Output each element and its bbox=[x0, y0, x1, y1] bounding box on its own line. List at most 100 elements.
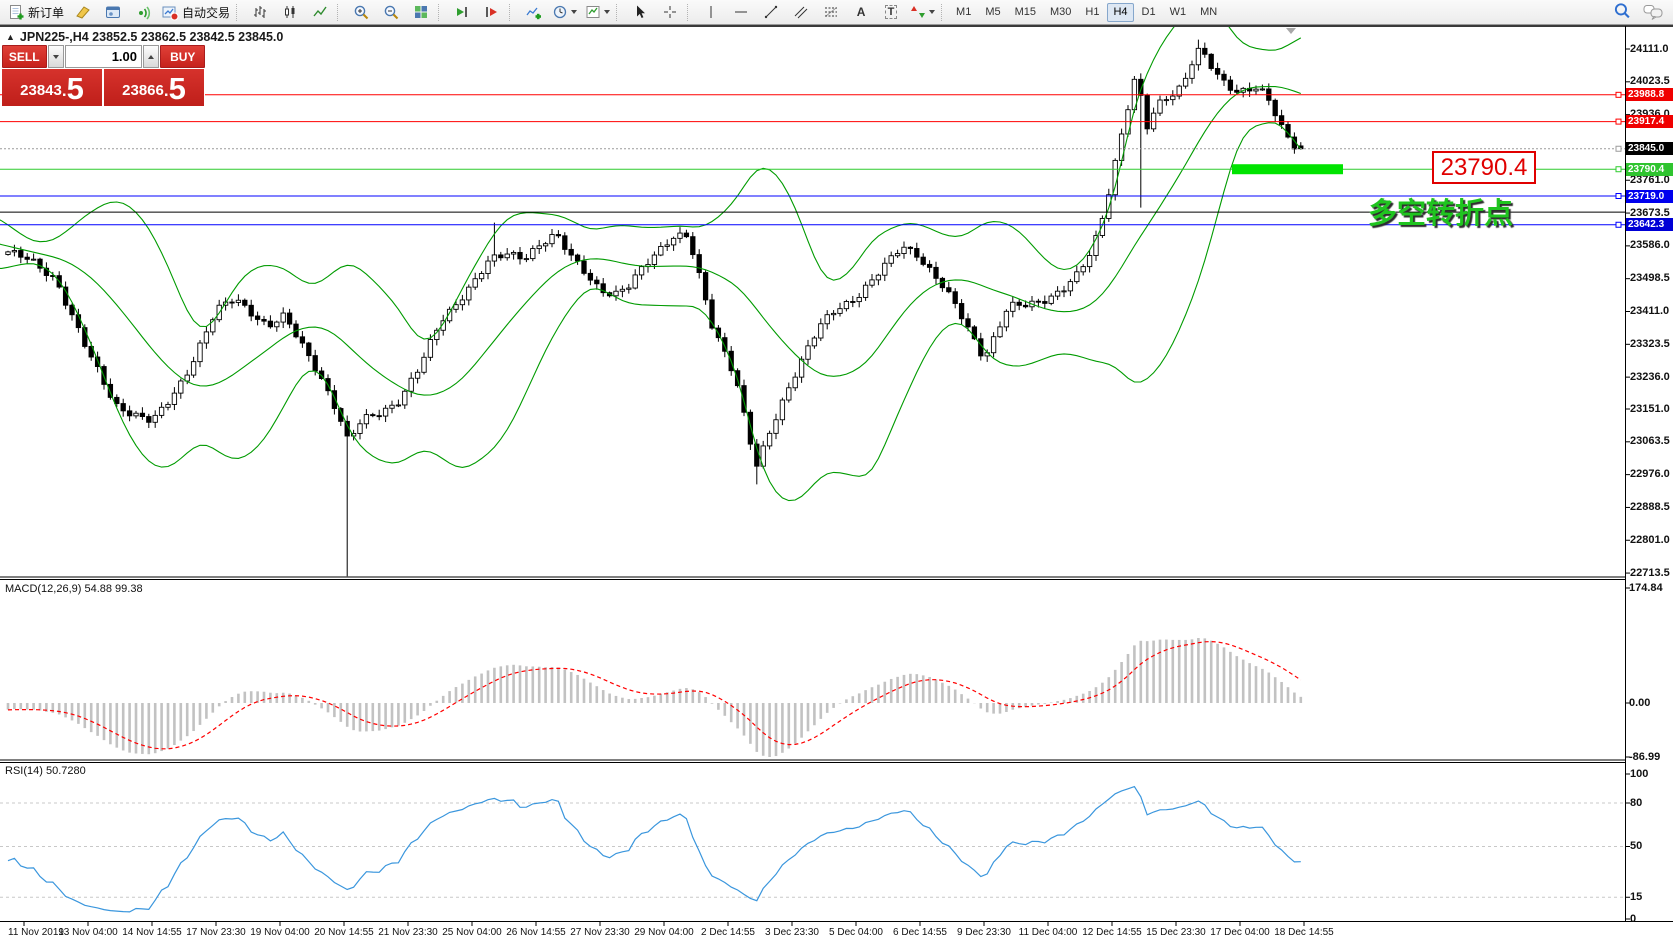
one-click-trading-panel: SELL BUY 23843.5 23866.5 bbox=[2, 45, 205, 106]
toolbar-separator bbox=[687, 3, 692, 21]
caret-up-icon bbox=[148, 54, 155, 59]
terminal-button[interactable] bbox=[98, 1, 128, 24]
indicators-button[interactable] bbox=[518, 1, 548, 24]
toolbar-separator bbox=[438, 3, 443, 21]
arrows-tool-button[interactable] bbox=[906, 1, 939, 24]
trendline-icon bbox=[763, 4, 779, 20]
buy-price-frac: 5 bbox=[168, 71, 186, 106]
toolbar-separator bbox=[509, 3, 514, 21]
toolbar-separator bbox=[941, 3, 946, 21]
trade-panel-top-row: SELL BUY bbox=[2, 45, 205, 68]
chart-plot-area[interactable] bbox=[0, 26, 1625, 577]
new-order-icon bbox=[8, 4, 25, 21]
autotrading-button[interactable]: 自动交易 bbox=[158, 1, 234, 24]
caret-down-icon bbox=[52, 54, 59, 59]
text-tool-icon: A bbox=[856, 5, 866, 19]
terminal-icon bbox=[105, 4, 121, 20]
chart-shift-marker-icon[interactable] bbox=[1286, 28, 1296, 34]
fibonacci-icon bbox=[823, 4, 839, 20]
price-note-box[interactable]: 23790.4 bbox=[1432, 151, 1536, 184]
collapse-marker-icon[interactable]: ▲ bbox=[6, 32, 15, 42]
rsi-pane[interactable] bbox=[0, 763, 1625, 921]
chart-shift-button[interactable] bbox=[477, 1, 507, 24]
toolbar-right-group bbox=[1613, 2, 1663, 25]
candlestick-icon bbox=[282, 4, 298, 20]
clock-icon bbox=[552, 4, 568, 20]
templates-button[interactable] bbox=[581, 1, 614, 24]
periods-button[interactable] bbox=[548, 1, 581, 24]
trade-panel-price-row: 23843. 5 23866. 5 bbox=[2, 69, 205, 106]
chart-shift-icon bbox=[484, 4, 500, 20]
template-icon bbox=[585, 4, 601, 20]
editor-icon bbox=[75, 4, 91, 20]
time-scale[interactable] bbox=[0, 922, 1625, 946]
toolbar: 新订单 自动交易 bbox=[0, 0, 1673, 25]
channel-icon bbox=[793, 4, 809, 20]
new-order-label: 新订单 bbox=[28, 5, 65, 20]
cursor-icon bbox=[632, 4, 648, 20]
crosshair-tool-button[interactable] bbox=[655, 1, 685, 24]
sell-price-main: 23843 bbox=[20, 82, 62, 99]
zoom-in-icon bbox=[353, 4, 370, 21]
macd-label: MACD(12,26,9) 54.88 99.38 bbox=[5, 583, 143, 595]
volume-increase-button[interactable] bbox=[143, 45, 160, 68]
volume-decrease-button[interactable] bbox=[47, 45, 64, 68]
fibonacci-tool-button[interactable] bbox=[816, 1, 846, 24]
sell-price-box[interactable]: 23843. 5 bbox=[2, 69, 102, 106]
chevron-down-icon bbox=[929, 10, 936, 14]
signals-button[interactable] bbox=[128, 1, 158, 24]
crosshair-icon bbox=[662, 4, 678, 20]
timeframe-h4-button[interactable]: H4 bbox=[1107, 2, 1134, 22]
timeframe-d1-button[interactable]: D1 bbox=[1141, 6, 1156, 18]
auto-scroll-button[interactable] bbox=[447, 1, 477, 24]
autotrading-icon bbox=[162, 4, 179, 21]
buy-price-box[interactable]: 23866. 5 bbox=[104, 69, 204, 106]
horizontal-line-tool-button[interactable] bbox=[726, 1, 756, 24]
line-chart-icon bbox=[312, 4, 328, 20]
volume-input[interactable] bbox=[65, 45, 142, 68]
text-tool-button[interactable]: A bbox=[846, 1, 876, 24]
zoom-out-icon bbox=[383, 4, 400, 21]
turning-point-text[interactable]: 多空转折点 bbox=[1368, 198, 1514, 230]
timeframe-m30-button[interactable]: M30 bbox=[1050, 6, 1072, 18]
search-icon[interactable] bbox=[1613, 2, 1631, 25]
symbol-ohlc-text: JPN225-,H4 23852.5 23862.5 23842.5 23845… bbox=[19, 30, 284, 44]
timeframe-w1-button[interactable]: W1 bbox=[1169, 6, 1187, 18]
tile-windows-button[interactable] bbox=[406, 1, 436, 24]
timeframe-m15-button[interactable]: M15 bbox=[1014, 6, 1036, 18]
trendline-tool-button[interactable] bbox=[756, 1, 786, 24]
timeframe-h1-button[interactable]: H1 bbox=[1085, 6, 1100, 18]
label-tool-button[interactable]: T bbox=[876, 1, 906, 24]
new-order-button[interactable]: 新订单 bbox=[4, 1, 68, 24]
toolbar-separator bbox=[337, 3, 342, 21]
candlestick-mode-button[interactable] bbox=[275, 1, 305, 24]
zoom-in-button[interactable] bbox=[346, 1, 376, 24]
indicators-add-icon bbox=[525, 4, 542, 21]
price-scale[interactable] bbox=[1625, 26, 1673, 921]
rsi-label: RSI(14) 50.7280 bbox=[5, 765, 86, 777]
buy-button[interactable]: BUY bbox=[160, 45, 205, 68]
timeframe-m5-button[interactable]: M5 bbox=[985, 6, 1001, 18]
horizontal-line-icon bbox=[733, 4, 749, 20]
vertical-line-icon bbox=[703, 4, 719, 20]
channel-tool-button[interactable] bbox=[786, 1, 816, 24]
toolbar-separator bbox=[616, 3, 621, 21]
sell-button[interactable]: SELL bbox=[2, 45, 47, 68]
bar-chart-mode-button[interactable] bbox=[245, 1, 275, 24]
timeframe-mn-button[interactable]: MN bbox=[1200, 6, 1218, 18]
line-chart-mode-button[interactable] bbox=[305, 1, 335, 24]
autotrading-label: 自动交易 bbox=[182, 5, 231, 20]
timeframe-group: M1 M5 M15 M30 H1 H4 D1 W1 MN bbox=[950, 2, 1223, 22]
zoom-out-button[interactable] bbox=[376, 1, 406, 24]
signal-icon bbox=[135, 4, 151, 20]
chat-icon[interactable] bbox=[1643, 3, 1663, 25]
chevron-down-icon bbox=[604, 10, 611, 14]
vertical-line-tool-button[interactable] bbox=[696, 1, 726, 24]
meta-editor-button[interactable] bbox=[68, 1, 98, 24]
auto-scroll-icon bbox=[454, 4, 470, 20]
cursor-tool-button[interactable] bbox=[625, 1, 655, 24]
timeframe-m1-button[interactable]: M1 bbox=[956, 6, 972, 18]
macd-pane[interactable] bbox=[0, 581, 1625, 760]
sell-price-frac: 5 bbox=[66, 71, 84, 106]
